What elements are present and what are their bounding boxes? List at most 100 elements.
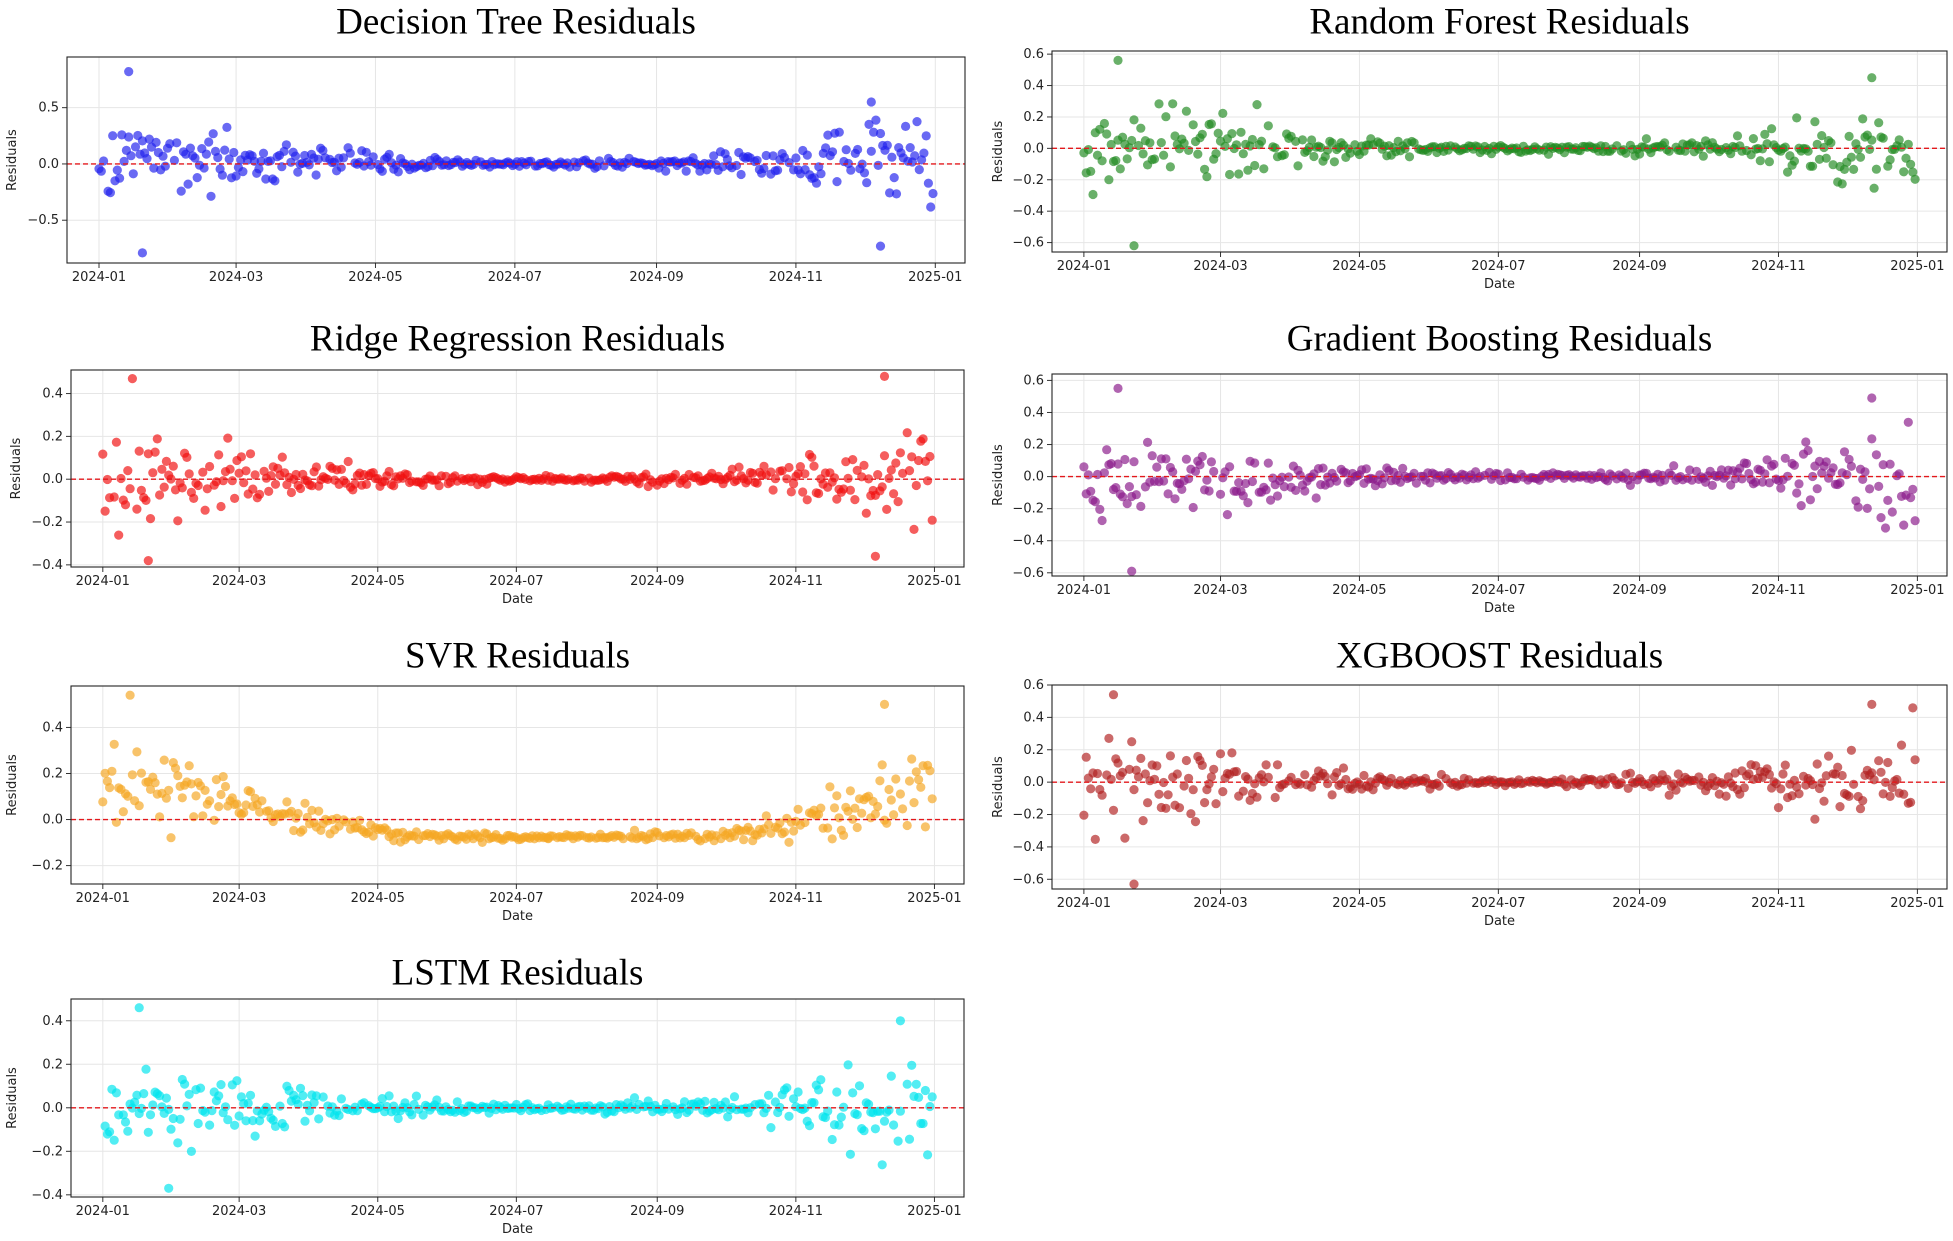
data-point — [200, 505, 210, 515]
y-tick-label: −0.4 — [31, 558, 63, 573]
data-point — [126, 151, 136, 161]
data-point — [1819, 796, 1829, 806]
data-point — [144, 134, 154, 144]
data-point — [893, 497, 903, 507]
data-point — [384, 1091, 394, 1101]
x-axis-label: Date — [1484, 914, 1515, 929]
data-point — [1181, 106, 1191, 116]
data-point — [155, 490, 165, 500]
data-point — [139, 1089, 149, 1099]
data-point — [1154, 789, 1164, 799]
data-point — [827, 147, 838, 157]
data-point — [1812, 759, 1822, 769]
data-point — [1311, 493, 1321, 503]
data-point — [180, 1079, 190, 1089]
y-tick-label: −0.6 — [1012, 566, 1044, 581]
data-point — [116, 473, 126, 484]
data-point — [115, 173, 125, 183]
data-point — [169, 155, 179, 165]
data-point — [1086, 784, 1096, 794]
data-point — [245, 787, 256, 797]
scatter-points — [1079, 690, 1920, 889]
data-point — [1099, 118, 1109, 129]
data-point — [1812, 484, 1822, 494]
data-point — [161, 456, 171, 466]
data-point — [1329, 157, 1339, 167]
axes-frame — [1051, 373, 1948, 577]
data-point — [723, 1112, 733, 1122]
data-point — [1867, 135, 1877, 145]
data-point — [925, 766, 935, 776]
data-point — [1323, 779, 1333, 789]
data-point — [295, 483, 306, 494]
data-point — [875, 241, 886, 251]
data-point — [300, 150, 310, 161]
data-point — [1113, 55, 1123, 65]
axes-frame — [1051, 50, 1948, 253]
y-tick-label: 0.2 — [42, 766, 63, 781]
data-point — [1404, 152, 1415, 162]
data-point — [176, 186, 186, 196]
data-point — [168, 1113, 178, 1124]
data-point — [1188, 120, 1198, 130]
x-tick-label: 2024-05 — [351, 1204, 405, 1219]
data-point — [1867, 73, 1877, 83]
data-point — [1783, 471, 1793, 481]
data-point — [1263, 458, 1273, 468]
data-point — [914, 165, 924, 175]
data-point — [895, 1106, 906, 1116]
data-point — [848, 814, 858, 824]
data-point — [829, 473, 840, 483]
data-point — [1170, 494, 1180, 504]
data-point — [334, 821, 344, 831]
data-point — [186, 1146, 196, 1156]
data-point — [1108, 805, 1119, 815]
data-point — [184, 1089, 194, 1099]
x-tick-label: 2024-01 — [76, 1204, 130, 1219]
data-point — [149, 163, 159, 173]
data-point — [739, 835, 749, 845]
data-point — [209, 815, 219, 825]
data-point — [218, 772, 228, 782]
data-point — [1252, 100, 1262, 110]
data-point — [823, 130, 833, 140]
data-point — [1297, 135, 1308, 145]
data-point — [182, 452, 192, 462]
data-point — [1894, 135, 1904, 145]
x-tick-label: 2024-09 — [629, 270, 683, 285]
data-point — [1819, 142, 1829, 153]
x-tick-label: 2024-03 — [212, 574, 266, 589]
data-point — [784, 1111, 794, 1121]
data-point — [802, 495, 812, 505]
data-point — [1129, 457, 1139, 467]
data-point — [1104, 175, 1114, 185]
data-point — [1345, 148, 1355, 158]
x-tick-label: 2025-01 — [907, 891, 961, 906]
data-point — [1835, 478, 1845, 488]
x-tick-label: 2024-05 — [1332, 259, 1386, 274]
data-point — [866, 97, 876, 107]
data-point — [1165, 751, 1175, 761]
data-point — [217, 170, 227, 180]
data-point — [1247, 134, 1257, 145]
data-point — [1190, 817, 1201, 827]
data-point — [204, 137, 214, 147]
data-point — [266, 471, 276, 481]
y-tick-label: −0.6 — [1012, 236, 1044, 251]
data-point — [1104, 733, 1114, 744]
data-point — [1099, 468, 1109, 478]
y-tick-label: −0.4 — [1012, 534, 1044, 549]
data-point — [145, 784, 156, 795]
data-point — [1776, 483, 1786, 493]
data-point — [918, 434, 928, 444]
data-point — [1908, 703, 1918, 713]
data-point — [1826, 138, 1836, 148]
data-point — [159, 755, 169, 765]
data-point — [1102, 445, 1112, 455]
data-point — [1081, 752, 1091, 762]
data-point — [1842, 470, 1852, 480]
x-tick-label: 2024-01 — [76, 574, 130, 589]
x-tick-label: 2025-01 — [908, 270, 962, 285]
y-tick-label: 0.0 — [42, 1101, 63, 1116]
data-point — [784, 837, 794, 847]
